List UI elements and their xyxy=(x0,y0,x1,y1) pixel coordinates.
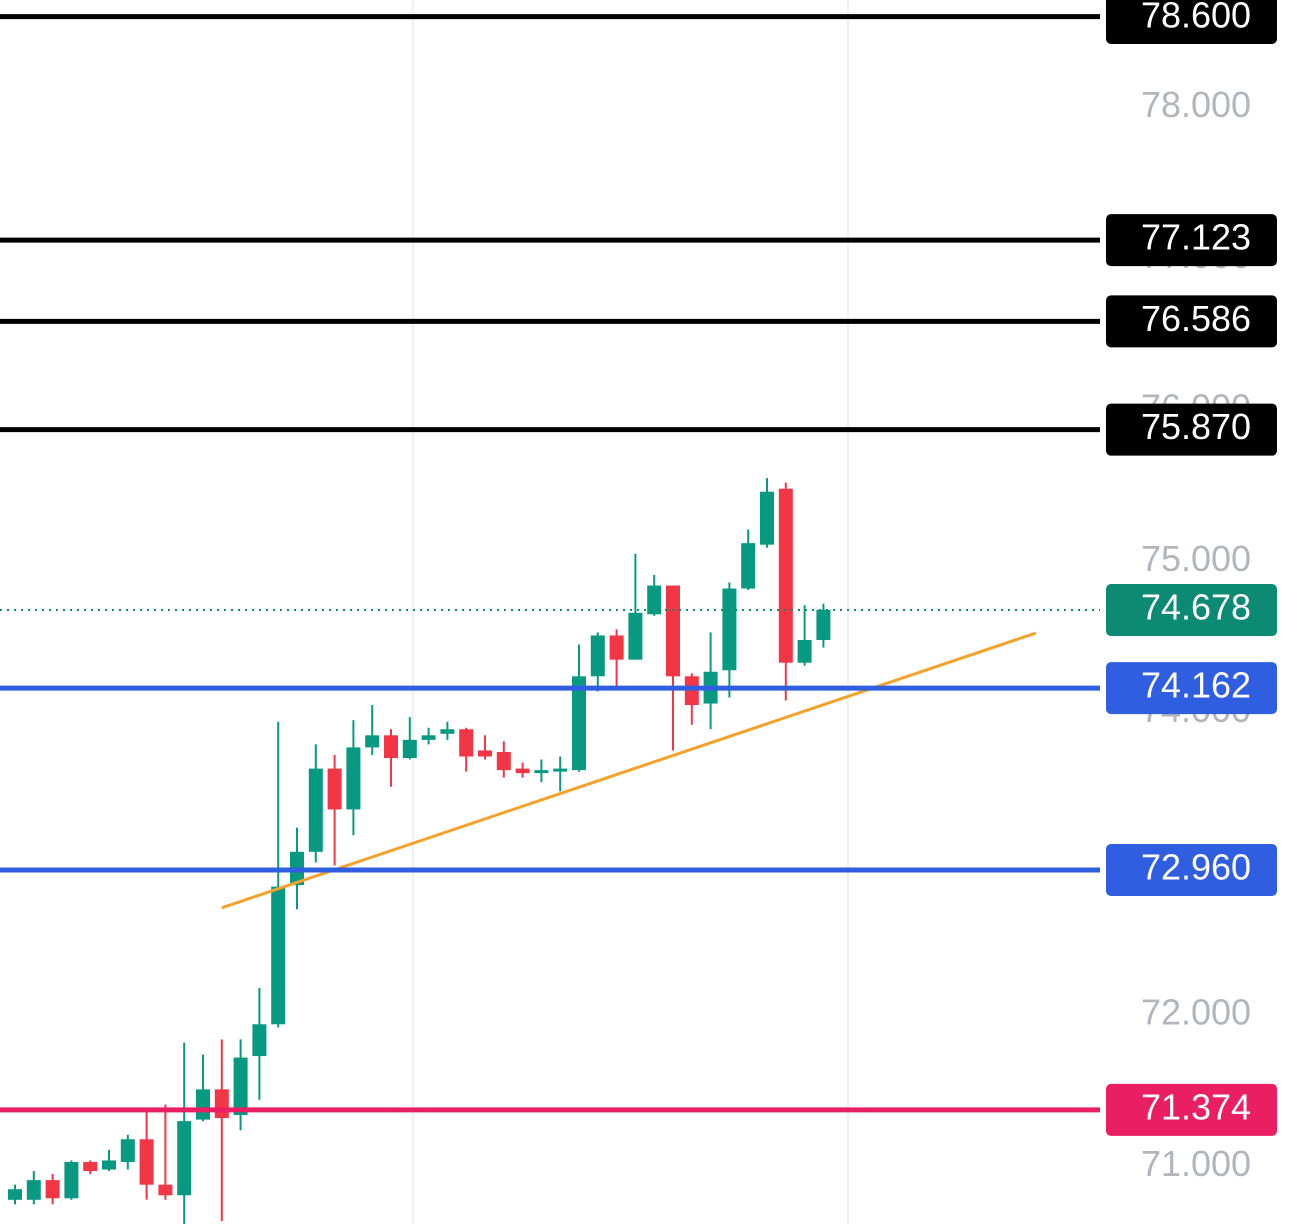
candle-body xyxy=(139,1139,154,1185)
candle-body xyxy=(45,1180,60,1199)
candle-body xyxy=(233,1057,248,1116)
candle-body xyxy=(666,585,680,677)
candle-body xyxy=(327,768,342,810)
y-tick-label: 75.000 xyxy=(1141,538,1251,579)
candle-body xyxy=(816,609,831,640)
candle-body xyxy=(83,1161,98,1172)
candle-body xyxy=(402,739,417,759)
candle-body xyxy=(26,1180,41,1200)
level-label-box xyxy=(1106,662,1277,715)
candle-body xyxy=(177,1121,192,1196)
candle-body xyxy=(553,768,568,772)
candle-body xyxy=(797,639,812,663)
candle-body xyxy=(590,635,605,677)
candle-body xyxy=(252,1024,267,1057)
level-label-box xyxy=(1106,843,1277,896)
level-label-box xyxy=(1106,214,1277,267)
candle-body xyxy=(120,1139,135,1162)
candle-body xyxy=(346,747,361,810)
y-tick-label: 72.000 xyxy=(1141,992,1251,1033)
candle-body xyxy=(572,676,586,771)
candle-body xyxy=(102,1160,116,1170)
current-price-label-box xyxy=(1106,584,1277,637)
candle-body xyxy=(609,635,624,660)
level-label-box xyxy=(1106,1083,1277,1136)
level-label-box xyxy=(1106,0,1277,44)
level-label: 74.162 xyxy=(1141,665,1251,706)
current-price-label: 74.678 xyxy=(1141,587,1251,628)
level-label-box xyxy=(1106,295,1277,348)
candle-body xyxy=(515,768,530,774)
candle-body xyxy=(365,735,380,748)
candle-body xyxy=(647,585,662,615)
candle-body xyxy=(421,735,436,740)
candle-body xyxy=(760,491,774,545)
trendline xyxy=(221,631,1037,910)
level-label: 75.870 xyxy=(1141,406,1251,447)
level-label: 72.960 xyxy=(1141,846,1251,887)
candle-body xyxy=(196,1089,210,1120)
candle-body xyxy=(308,768,323,852)
candle-body xyxy=(64,1161,79,1199)
candle-body xyxy=(778,488,793,663)
level-label-box xyxy=(1106,403,1277,456)
candle-body xyxy=(722,588,737,671)
y-tick-label: 78.000 xyxy=(1141,84,1251,125)
level-label: 78.600 xyxy=(1141,0,1251,36)
candle-body xyxy=(534,770,549,774)
candle-body xyxy=(478,750,492,757)
candle-body xyxy=(384,735,398,759)
level-label: 77.123 xyxy=(1141,217,1251,258)
y-tick-label: 71.000 xyxy=(1141,1143,1251,1184)
candle-body xyxy=(628,612,643,660)
candle-body xyxy=(214,1089,229,1119)
level-label: 71.374 xyxy=(1141,1086,1251,1127)
candle-body xyxy=(8,1189,22,1200)
candle-body xyxy=(496,751,511,771)
candle-body xyxy=(158,1184,173,1196)
candle-body xyxy=(271,886,286,1025)
candle-body xyxy=(684,676,699,706)
level-label: 76.586 xyxy=(1141,298,1251,339)
candle-body xyxy=(440,729,455,734)
candle-body xyxy=(459,729,474,757)
candle-body xyxy=(741,543,756,589)
